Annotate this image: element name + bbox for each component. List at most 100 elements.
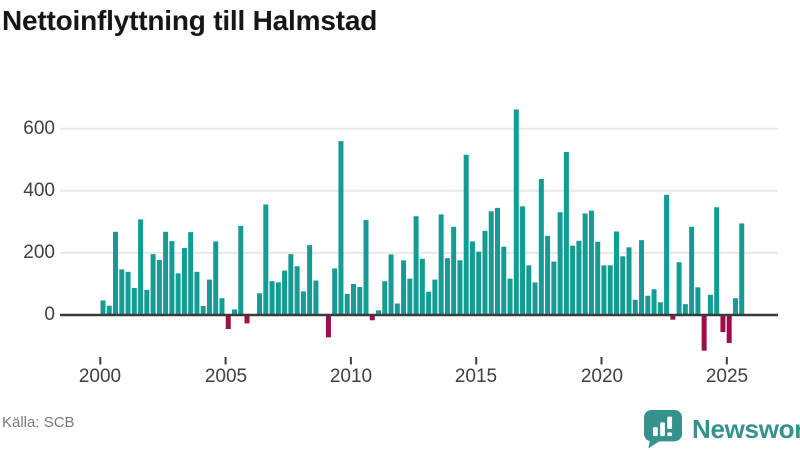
y-axis-label-400: 400 [23,180,55,201]
bar [238,225,244,315]
bar [551,261,557,315]
bar [401,260,407,315]
bar [488,211,494,315]
bar [350,283,356,315]
bar [332,268,338,315]
bar [156,260,162,315]
bar [138,219,144,315]
bar [557,212,563,315]
bar [482,230,488,315]
bar [463,154,469,315]
bar [601,265,607,315]
bar [639,240,645,315]
bar [407,278,413,315]
bar [613,231,619,315]
bar [720,315,726,333]
bar [538,179,544,315]
chart-title: Nettoinflyttning till Halmstad [2,5,378,36]
bar [344,293,350,315]
bar [257,293,263,315]
bar [607,265,613,315]
bar [476,251,482,315]
bar [219,298,225,315]
bar [438,214,444,315]
bar [300,291,306,315]
bar [513,109,519,315]
x-axis-label-2005: 2005 [204,366,248,387]
bar [413,216,419,315]
bar [626,247,632,315]
bar [501,246,507,315]
source-credit: Källa: SCB [2,414,75,431]
bar [520,206,526,315]
bar [376,310,382,315]
bar [163,231,169,315]
bar [432,279,438,315]
bar [588,210,594,315]
bar [244,315,250,324]
bar [131,287,137,315]
bar [701,315,707,351]
bar [169,241,175,315]
bar [275,282,281,315]
bar [657,302,663,315]
bar [225,315,231,329]
x-axis-label-2020: 2020 [580,366,624,387]
x-axis-label-2010: 2010 [329,366,373,387]
bar [125,271,131,315]
bar [394,303,400,315]
bar [451,226,457,315]
bar [307,245,313,315]
bar [726,315,732,343]
y-axis-label-200: 200 [23,242,55,263]
bar [369,315,375,321]
bar [194,271,200,315]
x-axis-ticks [99,357,728,365]
bar [714,207,720,315]
bars [100,109,745,351]
bar [526,265,532,315]
bar [263,204,269,315]
bar [689,226,695,315]
bar [200,305,206,315]
bar [294,266,300,315]
bar [576,240,582,315]
bar [695,287,701,315]
y-axis-label-600: 600 [23,118,55,139]
bar [188,232,194,315]
bar [119,269,125,315]
bar [595,241,601,315]
bar [325,315,331,338]
bar [106,305,112,315]
bar [469,241,475,315]
bar [288,254,294,315]
bar [645,295,651,315]
bar [144,289,150,315]
newsworthy-logo: Newsworthy [642,409,800,449]
bar [175,273,181,315]
bar [419,258,425,315]
bar [545,235,551,315]
bar [357,287,363,315]
bar [282,270,288,315]
bar [651,289,657,315]
bar [444,258,450,315]
bar [664,194,670,315]
bar [620,256,626,315]
bar [388,254,394,315]
bar [382,281,388,315]
bar [732,298,738,315]
bar [426,291,432,315]
bar [363,219,369,315]
bar [582,213,588,315]
bar [682,304,688,315]
x-axis-label-2000: 2000 [78,366,122,387]
bar [739,223,745,315]
bar [707,294,713,315]
bar [181,247,187,315]
bar [213,241,219,315]
x-axis-label-2025: 2025 [705,366,749,387]
bar [495,207,501,315]
